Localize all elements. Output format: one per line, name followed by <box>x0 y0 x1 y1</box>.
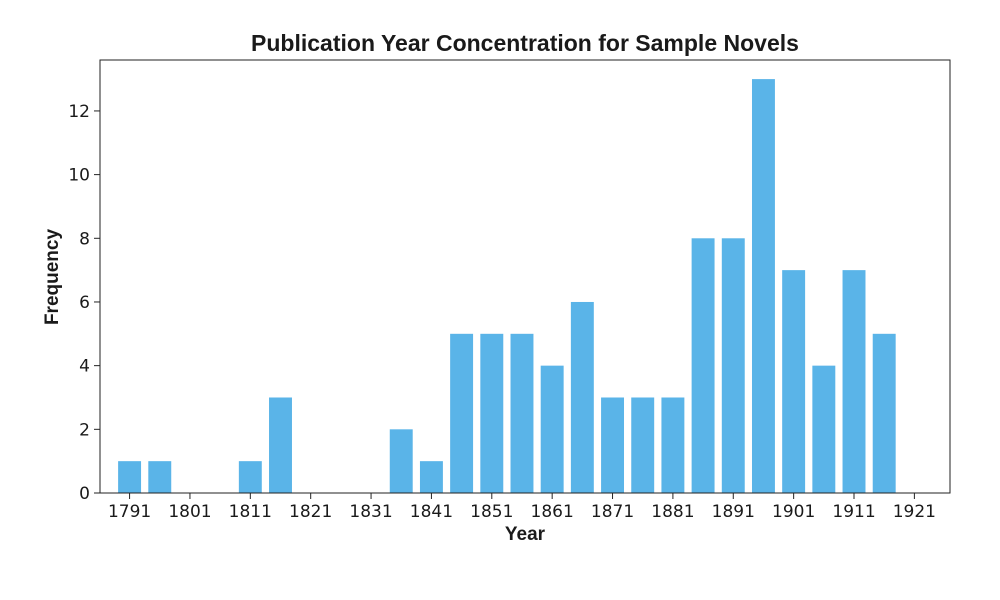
bar-1796 <box>148 461 172 493</box>
bar-1841 <box>419 461 443 493</box>
x-tick-label: 1871 <box>591 502 634 522</box>
y-tick-label: 8 <box>79 229 90 249</box>
y-tick-label: 6 <box>79 293 90 313</box>
x-tick-label: 1901 <box>772 502 815 522</box>
y-tick-label: 2 <box>79 420 90 440</box>
bar-1881 <box>661 397 685 493</box>
bar-1856 <box>510 333 534 493</box>
bar-1811 <box>238 461 262 493</box>
y-tick-label: 4 <box>79 357 90 377</box>
bar-1876 <box>631 397 655 493</box>
x-tick-label: 1911 <box>832 502 875 522</box>
bars-group <box>118 79 896 493</box>
chart-title: Publication Year Concentration for Sampl… <box>251 30 799 56</box>
x-axis-label: Year <box>505 524 546 545</box>
x-tick-label: 1831 <box>349 502 392 522</box>
x-tick-label: 1861 <box>531 502 574 522</box>
y-tick-label: 0 <box>79 484 90 504</box>
x-tick-label: 1841 <box>410 502 453 522</box>
bar-1916 <box>872 333 896 493</box>
x-axis: 1791 1801 1811 1821 1831 1841 1851 1861 1871 1881… <box>108 493 936 522</box>
x-tick-label: 1801 <box>168 502 211 522</box>
y-axis: 0 2 4 6 8 10 12 <box>68 102 100 504</box>
bar-1846 <box>450 333 474 493</box>
bar-1911 <box>842 270 866 493</box>
bar-1886 <box>691 238 715 493</box>
bar-1906 <box>812 365 836 493</box>
bar-1896 <box>751 79 775 493</box>
plot-frame <box>99 59 951 494</box>
x-tick-label: 1811 <box>229 502 272 522</box>
y-tick-label: 10 <box>68 166 90 186</box>
bar-1866 <box>570 301 594 493</box>
bar-1791 <box>118 461 142 493</box>
bar-1836 <box>389 429 413 493</box>
x-tick-label: 1881 <box>651 502 694 522</box>
y-axis-label: Frequency <box>42 229 63 326</box>
bar-1901 <box>782 270 806 493</box>
bar-1871 <box>601 397 625 493</box>
x-tick-label: 1821 <box>289 502 332 522</box>
x-tick-label: 1851 <box>470 502 513 522</box>
bar-1891 <box>721 238 745 493</box>
bar-1851 <box>480 333 504 493</box>
x-tick-label: 1921 <box>893 502 936 522</box>
x-tick-label: 1891 <box>712 502 755 522</box>
y-tick-label: 12 <box>68 102 90 122</box>
bar-1861 <box>540 365 564 493</box>
bar-1816 <box>269 397 292 493</box>
x-tick-label: 1791 <box>108 502 151 522</box>
